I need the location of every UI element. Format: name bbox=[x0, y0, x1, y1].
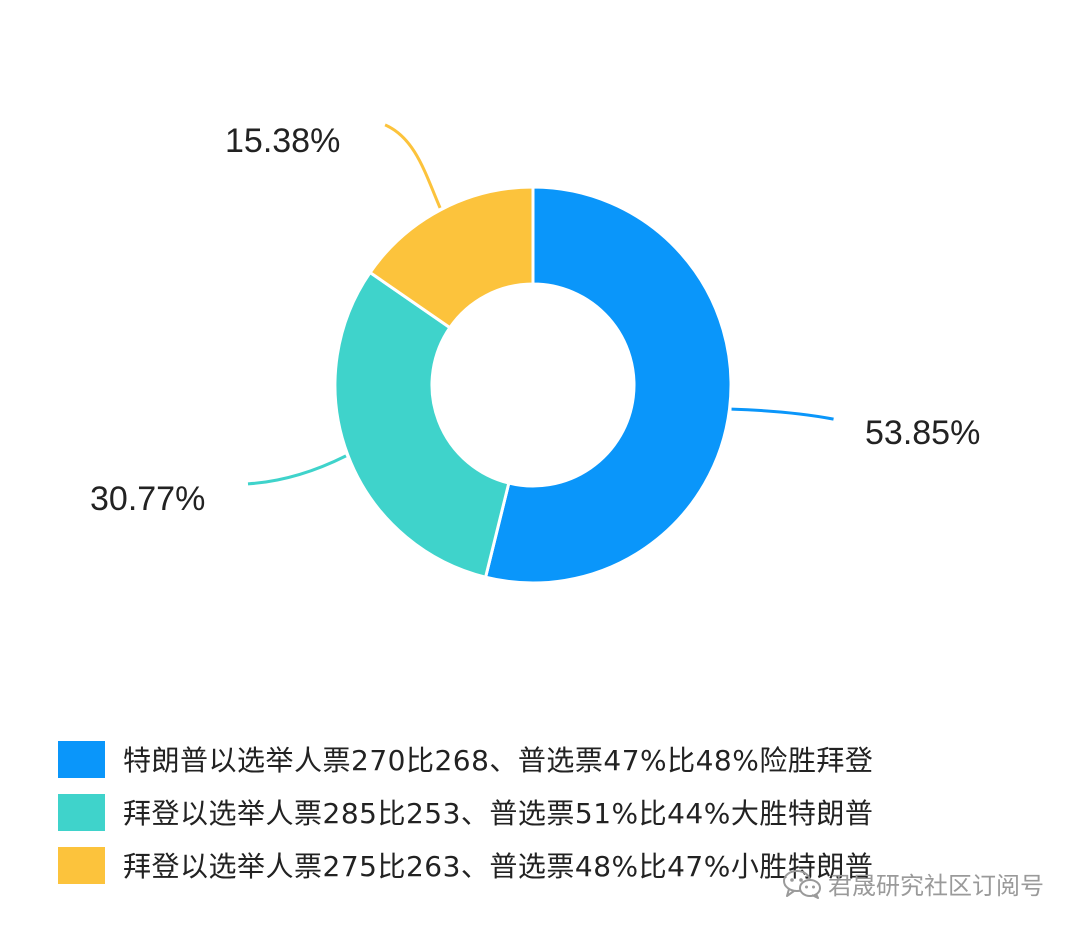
legend-label: 拜登以选举人票275比263、普选票48%比47%小胜特朗普 bbox=[123, 850, 874, 883]
value-labels-group: 53.85% 30.77% 15.38% bbox=[90, 122, 980, 518]
donut-slice bbox=[367, 185, 535, 330]
legend-item: 特朗普以选举人票270比268、普选票47%比48%险胜拜登 bbox=[58, 734, 1058, 784]
leader-line bbox=[247, 454, 347, 486]
leader-lines-group bbox=[247, 123, 834, 486]
legend-swatch bbox=[58, 740, 105, 778]
donut-slice bbox=[333, 270, 511, 580]
leader-line bbox=[384, 123, 442, 209]
slice-value-label: 53.85% bbox=[865, 414, 980, 452]
legend-label: 特朗普以选举人票270比268、普选票47%比48%险胜拜登 bbox=[123, 744, 874, 777]
legend-item: 拜登以选举人票285比253、普选票51%比44%大胜特朗普 bbox=[58, 787, 1058, 837]
slices-group bbox=[333, 185, 733, 585]
legend-swatch bbox=[58, 793, 105, 831]
slice-value-label: 30.77% bbox=[90, 480, 205, 518]
legend-item: 拜登以选举人票275比263、普选票48%比47%小胜特朗普 bbox=[58, 840, 1058, 890]
donut-chart: 53.85% 30.77% 15.38% bbox=[90, 122, 980, 585]
slice-value-label: 15.38% bbox=[225, 122, 340, 160]
watermark-text: 君晟研究社区订阅号 bbox=[828, 872, 1044, 900]
legend-swatch bbox=[58, 846, 105, 884]
legend-label: 拜登以选举人票285比253、普选票51%比44%大胜特朗普 bbox=[123, 797, 874, 830]
donut-slice bbox=[483, 185, 733, 585]
legend: 特朗普以选举人票270比268、普选票47%比48%险胜拜登 拜登以选举人票28… bbox=[58, 734, 1058, 893]
wechat-icon bbox=[783, 869, 821, 899]
watermark: 君晟研究社区订阅号 bbox=[782, 866, 1044, 901]
leader-line bbox=[731, 407, 834, 421]
